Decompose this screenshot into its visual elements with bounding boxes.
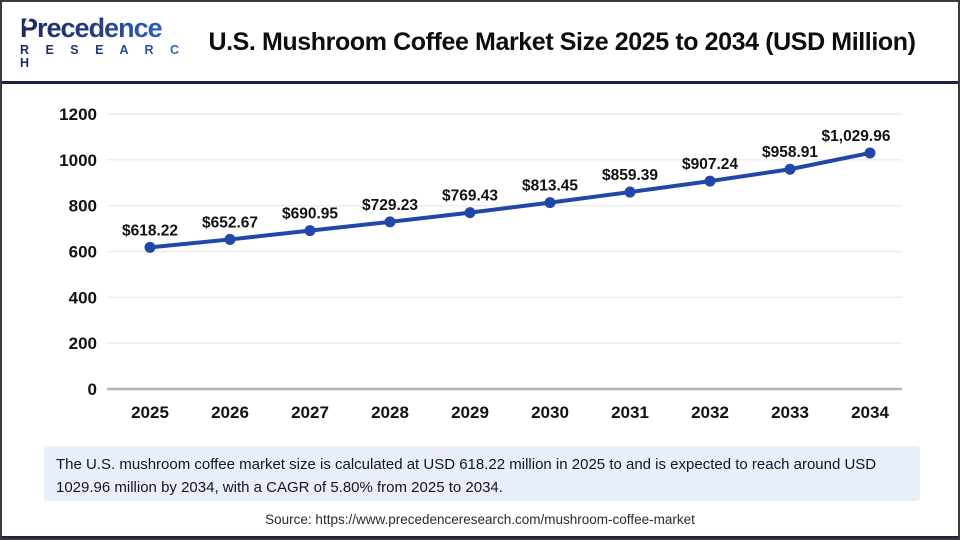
x-tick-label: 2026 <box>211 403 249 422</box>
data-point <box>544 197 556 209</box>
y-tick-label: 200 <box>69 334 97 353</box>
data-point-label: $813.45 <box>522 178 578 195</box>
data-point-label: $1,029.96 <box>822 128 891 145</box>
data-point-label: $958.91 <box>762 144 818 161</box>
summary-callout: The U.S. mushroom coffee market size is … <box>44 446 920 501</box>
data-point <box>464 207 476 219</box>
data-point-label: $769.43 <box>442 188 498 205</box>
x-tick-label: 2034 <box>851 403 889 422</box>
summary-text: The U.S. mushroom coffee market size is … <box>56 456 877 496</box>
x-tick-label: 2030 <box>531 403 569 422</box>
data-point <box>784 163 796 175</box>
x-tick-label: 2025 <box>131 403 169 422</box>
data-point <box>704 175 716 187</box>
data-point <box>384 216 396 228</box>
x-tick-label: 2027 <box>291 403 329 422</box>
series-line <box>148 150 872 250</box>
x-tick-label: 2028 <box>371 403 409 422</box>
data-point-label: $859.39 <box>602 167 658 184</box>
x-tick-label: 2029 <box>451 403 489 422</box>
y-tick-label: 0 <box>88 380 97 399</box>
logo-wordmark: Precedence <box>20 15 192 42</box>
y-tick-label: 600 <box>69 243 97 262</box>
leaf-icon <box>24 11 39 26</box>
data-point-label: $690.95 <box>282 206 338 223</box>
y-tick-label: 400 <box>69 288 97 307</box>
data-point-label: $618.22 <box>122 222 178 239</box>
header: Precedence R E S E A R C H U.S. Mushroom… <box>2 2 958 82</box>
data-point-label: $652.67 <box>202 214 258 231</box>
data-point-label: $729.23 <box>362 197 418 214</box>
data-point <box>224 233 236 245</box>
x-tick-label: 2032 <box>691 403 729 422</box>
precedence-logo: Precedence R E S E A R C H <box>2 11 192 69</box>
data-point <box>144 241 156 253</box>
data-point <box>864 147 876 159</box>
source-attribution: Source: https://www.precedenceresearch.c… <box>265 512 695 527</box>
y-tick-label: 1200 <box>59 105 97 124</box>
page-title: U.S. Mushroom Coffee Market Size 2025 to… <box>208 27 916 56</box>
data-point <box>624 186 636 198</box>
data-point <box>304 225 316 237</box>
data-point-label: $907.24 <box>682 156 738 173</box>
y-tick-label: 1000 <box>59 151 97 170</box>
bottom-divider <box>2 536 958 538</box>
header-divider <box>2 81 958 84</box>
y-tick-label: 800 <box>69 197 97 216</box>
x-tick-label: 2033 <box>771 403 809 422</box>
logo-subtitle: R E S E A R C H <box>20 44 192 69</box>
x-tick-label: 2031 <box>611 403 649 422</box>
